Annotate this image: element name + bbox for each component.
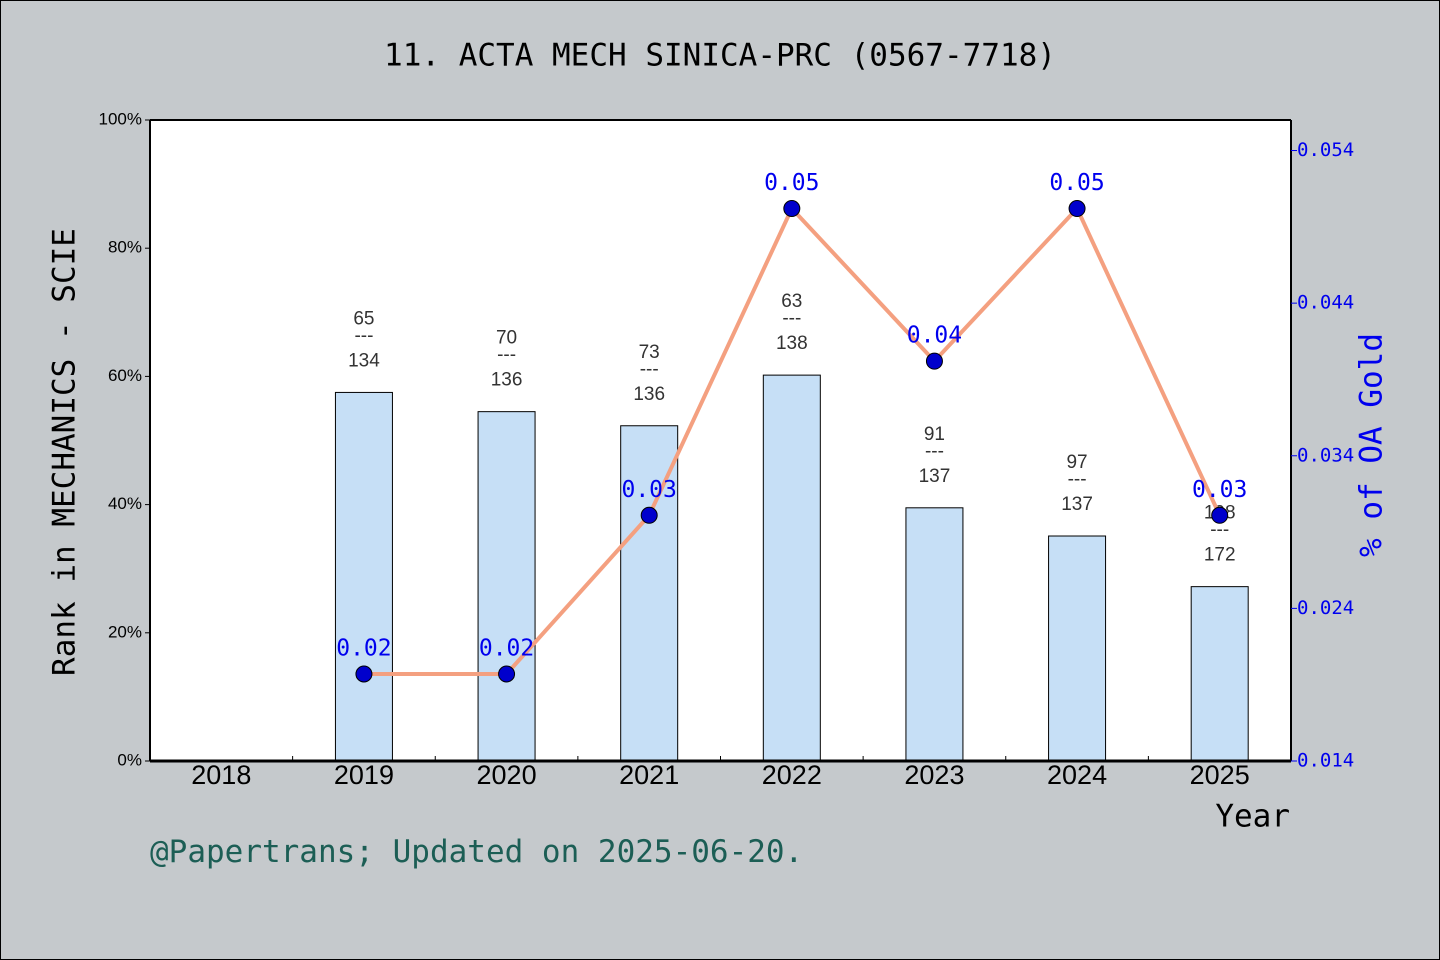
x-tick-label: 2022 bbox=[762, 760, 822, 790]
chart-title: 11. ACTA MECH SINICA-PRC (0567-7718) bbox=[384, 38, 1056, 74]
bar-label-rank-2020: 70 bbox=[496, 328, 517, 349]
x-tick-label: 2025 bbox=[1190, 760, 1250, 790]
bar-label-sep-2024: --- bbox=[1068, 469, 1087, 490]
x-tick-label: 2024 bbox=[1047, 760, 1107, 790]
bar-label-total-2025: 172 bbox=[1204, 545, 1236, 566]
bar-2021 bbox=[620, 425, 679, 762]
oa-label-2023: 0.04 bbox=[907, 323, 962, 349]
bar-label-total-2023: 137 bbox=[919, 466, 951, 487]
bar-label-sep-2022: --- bbox=[782, 308, 801, 329]
oa-point-2019 bbox=[355, 665, 373, 683]
oa-point-2020 bbox=[498, 665, 516, 683]
bar-label-rank-2021: 73 bbox=[639, 342, 660, 363]
bar-label-total-2024: 137 bbox=[1061, 494, 1093, 515]
oa-label-2022: 0.05 bbox=[764, 170, 819, 196]
bar-label-total-2022: 138 bbox=[776, 333, 808, 354]
oa-label-2021: 0.03 bbox=[621, 477, 676, 503]
y-tick-label: 20% bbox=[108, 622, 142, 641]
oa-label-2020: 0.02 bbox=[479, 636, 534, 662]
bar-label-sep-2019: --- bbox=[354, 325, 373, 346]
y2-tick-label: 0.024 bbox=[1297, 597, 1354, 619]
oa-point-2022 bbox=[783, 200, 801, 218]
bar-label-total-2019: 134 bbox=[348, 350, 380, 371]
y-tick-label: 80% bbox=[108, 238, 142, 257]
oa-point-2023 bbox=[925, 352, 943, 370]
y-tick-label: 60% bbox=[108, 366, 142, 385]
oa-label-2019: 0.02 bbox=[336, 636, 391, 662]
bar-2020 bbox=[477, 411, 536, 762]
plot-area bbox=[150, 120, 1291, 761]
y-tick-label: 0% bbox=[117, 750, 142, 769]
oa-point-2024 bbox=[1068, 200, 1086, 218]
oa-point-2025 bbox=[1211, 506, 1229, 524]
bar-label-total-2020: 136 bbox=[491, 370, 523, 391]
y2-tick-label: 0.034 bbox=[1297, 444, 1354, 466]
bar-2024 bbox=[1048, 535, 1107, 762]
y-tick-label: 100% bbox=[99, 109, 142, 128]
bar-label-rank-2024: 97 bbox=[1066, 452, 1087, 473]
y2-tick-label: 0.014 bbox=[1297, 750, 1354, 772]
x-axis-title: Year bbox=[1215, 799, 1290, 835]
bar-label-rank-2019: 65 bbox=[353, 308, 374, 329]
bar-2019 bbox=[334, 391, 393, 762]
y2-tick-label: 0.044 bbox=[1297, 292, 1354, 314]
y2-axis-title: % of OA Gold bbox=[1354, 333, 1390, 557]
bar-2022 bbox=[762, 374, 821, 762]
bar-label-sep-2025: --- bbox=[1210, 520, 1229, 541]
oa-label-2025: 0.03 bbox=[1192, 477, 1247, 503]
bar-label-rank-2022: 63 bbox=[781, 291, 802, 312]
bar-label-rank-2023: 91 bbox=[924, 424, 945, 445]
x-tick-label: 2023 bbox=[904, 760, 964, 790]
bar-label-sep-2021: --- bbox=[640, 359, 659, 380]
x-tick-label: 2018 bbox=[191, 760, 251, 790]
x-tick-label: 2021 bbox=[619, 760, 679, 790]
x-tick-label: 2019 bbox=[334, 760, 394, 790]
oa-point-2021 bbox=[640, 506, 658, 524]
bar-2025 bbox=[1190, 586, 1249, 762]
y-axis-title: Rank in MECHANICS - SCIE bbox=[47, 228, 83, 676]
bar-label-sep-2023: --- bbox=[925, 441, 944, 462]
y-tick-label: 40% bbox=[108, 494, 142, 513]
bar-label-sep-2020: --- bbox=[497, 345, 516, 366]
bar-2023 bbox=[905, 507, 964, 762]
bar-label-total-2021: 136 bbox=[633, 384, 665, 405]
y2-tick-label: 0.054 bbox=[1297, 139, 1354, 161]
x-tick-label: 2020 bbox=[477, 760, 537, 790]
oa-label-2024: 0.05 bbox=[1049, 170, 1104, 196]
footer-credit: @Papertrans; Updated on 2025-06-20. bbox=[150, 834, 804, 870]
